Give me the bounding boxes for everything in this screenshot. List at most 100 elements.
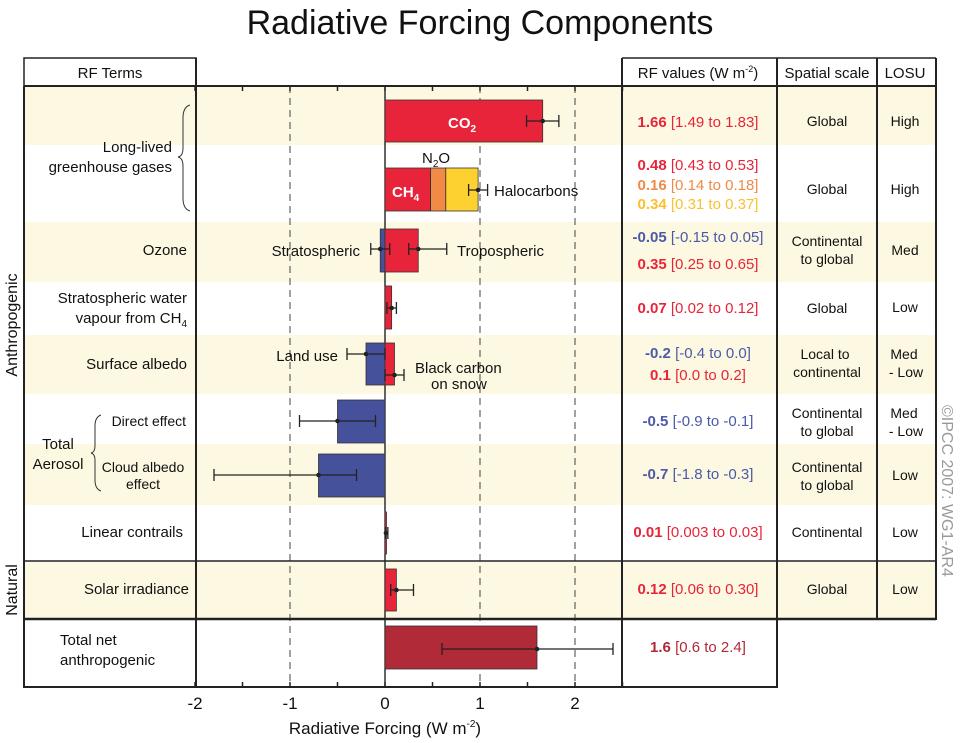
rf-value: -0.7 [-1.8 to -0.3] — [643, 466, 754, 483]
spatial-cloud: to global — [801, 477, 854, 493]
bar-n2o — [430, 167, 447, 212]
error-bar-center — [383, 530, 389, 536]
term-total-aerosol: Aerosol — [33, 456, 84, 473]
error-bar-center — [475, 187, 481, 193]
spatial-contrails: Continental — [792, 524, 863, 540]
term-total-aerosol: Total — [42, 436, 74, 453]
error-bar — [213, 469, 358, 481]
error-bar-center — [389, 305, 394, 311]
term-ozone: Ozone — [143, 242, 187, 259]
header-rf-terms: RF Terms — [78, 65, 143, 82]
error-bar-center — [335, 418, 340, 424]
bar-labels: CO2 N2O CH4 Halocarbons Stratospheric Tr… — [272, 115, 579, 393]
brace-llghg — [177, 104, 191, 212]
x-tick-label: 1 — [475, 694, 484, 713]
brace-aerosol — [90, 414, 102, 492]
error-bar — [370, 243, 391, 255]
rf-values-column: 1.66 [1.49 to 1.83] 0.48 [0.43 to 0.53] 0.… — [633, 114, 764, 656]
rf-terms: Long-lived greenhouse gases Ozone Strato… — [33, 139, 189, 669]
losu-albedo: Med — [890, 346, 917, 362]
rf-value: -0.5 [-0.9 to -0.1] — [643, 413, 754, 430]
rf-value: 0.12 [0.06 to 0.30] — [638, 581, 759, 598]
error-bar-center — [377, 246, 383, 252]
bars — [213, 99, 614, 670]
x-tick-label: 0 — [380, 694, 389, 713]
term-water: Stratospheric water — [58, 290, 187, 307]
rf-value: 1.66 [1.49 to 1.83] — [638, 114, 759, 131]
term-total-net: anthropogenic — [60, 652, 156, 669]
spatial-direct: to global — [801, 423, 854, 439]
header-rf-values: RF values (W m-2) — [638, 64, 759, 82]
losu-direct: - Low — [889, 423, 924, 439]
spatial-albedo: Local to — [800, 346, 849, 362]
label-co2: CO2 — [448, 115, 477, 135]
x-tick-label: -2 — [187, 694, 202, 713]
losu-column: High High Med Low Med - Low Med - Low Lo… — [889, 113, 924, 597]
x-tick-label: 2 — [570, 694, 579, 713]
bar-co2 — [384, 99, 544, 143]
spatial-solar: Global — [807, 581, 847, 597]
term-cloud-albedo: effect — [126, 476, 160, 492]
rf-value: -0.2 [-0.4 to 0.0] — [645, 345, 751, 362]
bar-land-use — [365, 342, 386, 386]
losu-direct: Med — [890, 405, 917, 421]
term-surface-albedo: Surface albedo — [86, 356, 187, 373]
losu-solar: Low — [892, 581, 919, 597]
label-land-use: Land use — [276, 348, 338, 365]
term-llghg: Long-lived — [103, 139, 172, 156]
copyright-notice: ©IPCC 2007: WG1-AR4 — [938, 405, 955, 577]
rf-value: 0.01 [0.003 to 0.03] — [633, 524, 762, 541]
losu-ch4: High — [891, 181, 920, 197]
x-axis-label: Radiative Forcing (W m-2) — [289, 719, 481, 738]
error-bar-center — [394, 587, 399, 593]
term-cloud-albedo: Cloud albedo — [102, 459, 185, 475]
rf-value: 0.07 [0.02 to 0.12] — [638, 300, 759, 317]
spatial-albedo: continental — [793, 364, 861, 380]
rf-value: 0.16 [0.14 to 0.18] — [638, 177, 759, 194]
losu-water: Low — [892, 299, 919, 315]
error-bar-center — [316, 472, 321, 478]
header-losu: LOSU — [885, 65, 926, 82]
rf-value: 0.35 [0.25 to 0.65] — [638, 256, 759, 273]
term-direct-effect: Direct effect — [112, 413, 187, 429]
spatial-co2: Global — [807, 113, 847, 129]
bar-total-net-anthropogenic — [384, 625, 538, 670]
label-halocarbons: Halocarbons — [494, 183, 578, 200]
losu-cloud: Low — [892, 467, 919, 483]
spatial-ch4: Global — [807, 181, 847, 197]
losu-albedo: - Low — [889, 364, 924, 380]
losu-ozone: Med — [891, 242, 918, 258]
header-spatial-scale: Spatial scale — [784, 65, 869, 82]
error-bar — [441, 643, 614, 655]
label-black-carbon: Black carbon — [415, 360, 502, 377]
error-bar-center — [363, 351, 369, 357]
rf-value: 0.48 [0.43 to 0.53] — [638, 157, 759, 174]
label-n2o: N2O — [422, 150, 450, 170]
error-bar-center — [415, 246, 421, 252]
error-bar — [383, 527, 389, 539]
spatial-direct: Continental — [792, 405, 863, 421]
error-bar — [346, 348, 386, 360]
losu-contrails: Low — [892, 524, 919, 540]
table-frame — [23, 57, 937, 688]
label-tropospheric: Tropospheric — [457, 243, 544, 260]
error-bar-center — [540, 118, 545, 124]
label-black-carbon: on snow — [431, 376, 487, 393]
chart-title: Radiative Forcing Components — [247, 4, 714, 42]
error-bar-center — [534, 646, 540, 652]
label-ch4: CH4 — [392, 184, 420, 204]
term-llghg: greenhouse gases — [49, 159, 172, 176]
group-anthropogenic: Anthropogenic — [4, 273, 21, 376]
spatial-ozone: to global — [801, 251, 854, 267]
label-stratospheric: Stratospheric — [272, 243, 361, 260]
error-bar — [525, 115, 560, 127]
error-bar — [408, 243, 448, 255]
bar-black-carbon-on-snow — [384, 342, 395, 386]
rf-value: 0.1 [0.0 to 0.2] — [650, 367, 746, 384]
spatial-scale-column: Global Global Continental to global Glob… — [792, 113, 863, 597]
error-bar — [386, 302, 398, 314]
group-natural: Natural — [4, 564, 21, 616]
rf-value: 1.6 [0.6 to 2.4] — [650, 639, 746, 656]
error-bar — [390, 584, 415, 596]
